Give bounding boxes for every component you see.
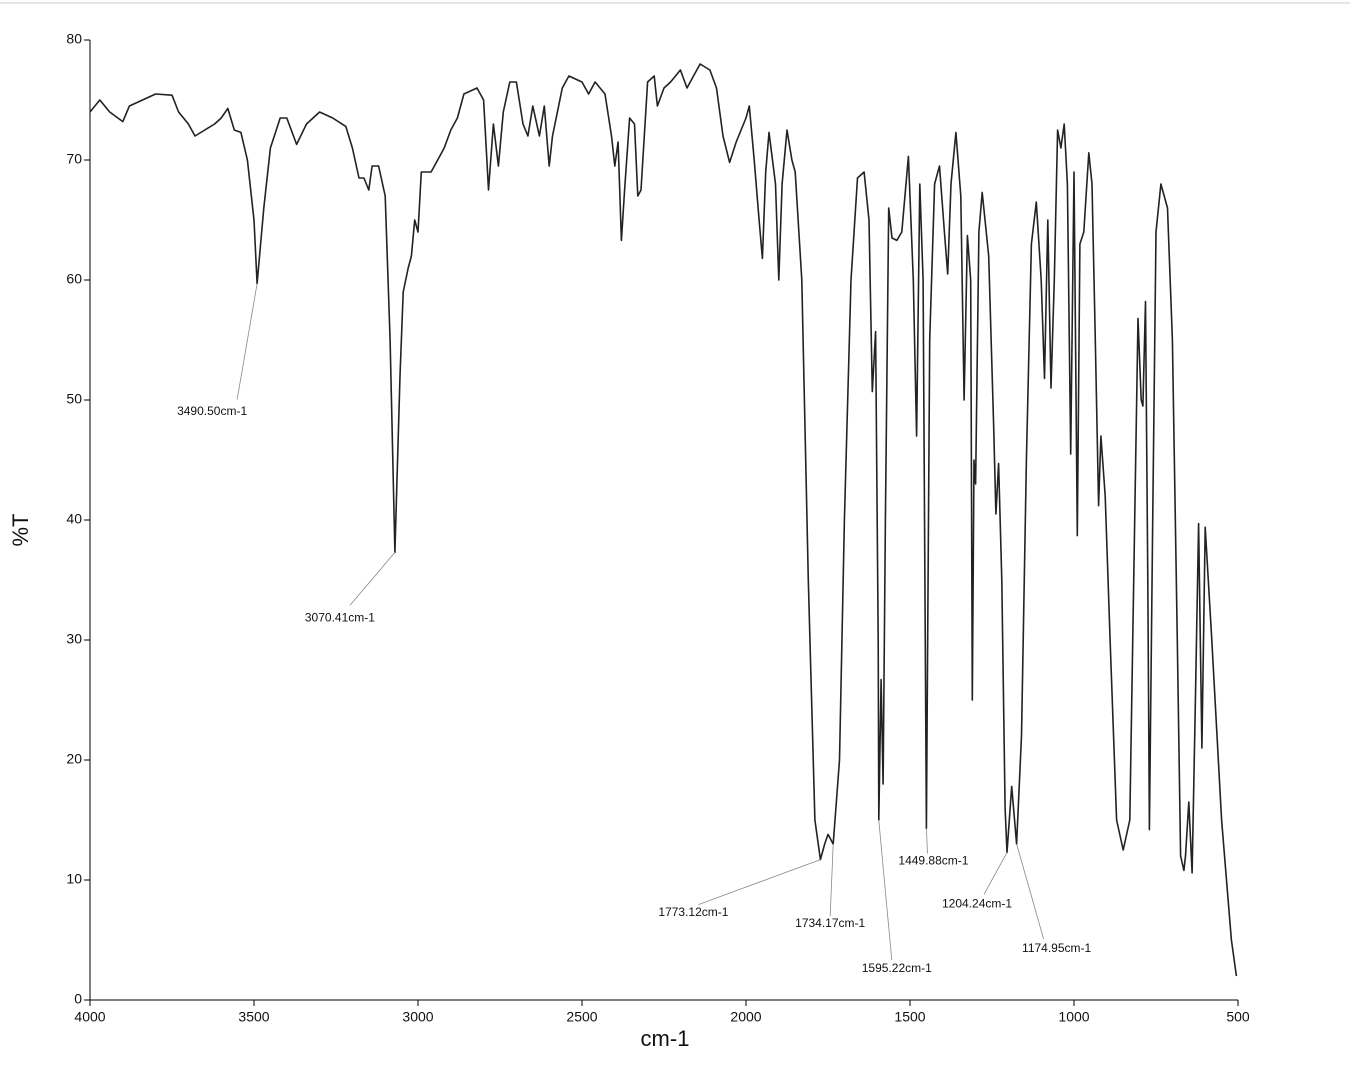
peak-label: 1773.12cm-1 — [658, 905, 728, 919]
peak-label: 3490.50cm-1 — [177, 404, 247, 418]
leader-line — [983, 852, 1008, 895]
x-tick-label: 4000 — [74, 1009, 105, 1025]
x-tick-label: 3000 — [402, 1009, 433, 1025]
leader-line — [926, 828, 928, 854]
x-tick-label: 1500 — [894, 1009, 925, 1025]
leader-line — [878, 819, 893, 961]
x-tick-label: 1000 — [1058, 1009, 1089, 1025]
peak-label: 1449.88cm-1 — [898, 854, 968, 868]
y-tick-label: 20 — [66, 751, 82, 767]
x-tick-label: 3500 — [238, 1009, 269, 1025]
leader-line — [236, 283, 258, 400]
y-tick-label: 60 — [66, 271, 82, 287]
peak-label: 1204.24cm-1 — [942, 897, 1012, 911]
spectrum-line — [89, 63, 1238, 977]
y-tick-label: 0 — [74, 991, 82, 1007]
x-tick-label: 2500 — [566, 1009, 597, 1025]
y-tick-label: 30 — [66, 631, 82, 647]
y-tick-label: 10 — [66, 871, 82, 887]
leader-line — [698, 859, 821, 905]
peak-label: 3070.41cm-1 — [305, 611, 375, 625]
leader-line — [1016, 843, 1045, 940]
peak-label: 1734.17cm-1 — [795, 916, 865, 930]
leader-line — [829, 843, 834, 917]
x-tick-label: 500 — [1226, 1009, 1250, 1025]
leader-line — [349, 552, 396, 606]
y-tick-label: 40 — [66, 511, 82, 527]
peak-label: 1174.95cm-1 — [1022, 941, 1091, 955]
y-axis-label: %T — [8, 514, 33, 547]
y-tick-label: 80 — [66, 31, 82, 47]
x-tick-label: 2000 — [730, 1009, 761, 1025]
y-tick-label: 50 — [66, 391, 82, 407]
y-tick-label: 70 — [66, 151, 82, 167]
peak-label: 1595.22cm-1 — [862, 961, 932, 975]
x-axis-label: cm-1 — [641, 1026, 690, 1051]
